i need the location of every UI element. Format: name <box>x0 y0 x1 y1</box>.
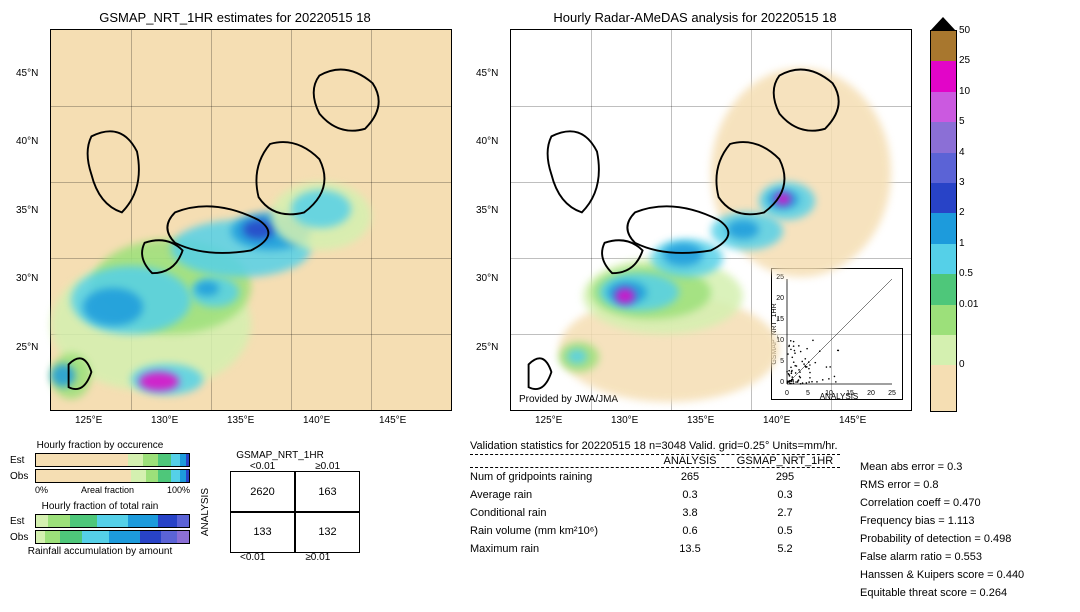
stats-row-label: Rain volume (mm km²10⁶) <box>470 525 650 537</box>
metric-row: Hanssen & Kuipers score = 0.440 <box>860 566 1024 584</box>
colorbar-arrow-icon <box>930 17 956 31</box>
ct-cell: 132 <box>295 511 360 553</box>
occ-obs-bar <box>35 469 190 483</box>
ct-title: GSMAP_NRT_1HR <box>200 450 360 461</box>
metric-row: Mean abs error = 0.3 <box>860 458 1024 476</box>
stats-row-val: 13.5 <box>650 543 730 555</box>
areal-label: Areal fraction <box>81 485 134 495</box>
radar-map-panel: Hourly Radar-AMeDAS analysis for 2022051… <box>470 10 920 430</box>
ct-row2: ≥0.01 <box>305 552 330 563</box>
col-gsmap: GSMAP_NRT_1HR <box>730 455 840 467</box>
total-title: Hourly fraction of total rain <box>10 501 190 512</box>
stats-panel: Validation statistics for 20220515 18 n=… <box>470 440 1030 610</box>
ct-ylabel: ANALYSIS <box>200 488 230 536</box>
contingency-table: GSMAP_NRT_1HR <0.01 ≥0.01 ANALYSIS 2620 1… <box>200 450 360 610</box>
est-label2: Est <box>10 516 35 527</box>
stats-row-label: Conditional rain <box>470 507 650 519</box>
stats-row-val: 3.8 <box>650 507 730 519</box>
tot-obs-bar <box>35 530 190 544</box>
fraction-bars: Hourly fraction by occurence Est Obs 0% A… <box>10 440 190 610</box>
ct-row1: <0.01 <box>240 552 265 563</box>
ct-cell: 2620 <box>230 471 295 513</box>
colorbar: 502510543210.50.010 <box>930 30 957 412</box>
col-analysis: ANALYSIS <box>650 455 730 467</box>
stats-row-val: 5.2 <box>730 543 840 555</box>
metric-row: Equitable threat score = 0.264 <box>860 584 1024 602</box>
occurrence-title: Hourly fraction by occurence <box>10 440 190 451</box>
metric-row: Probability of detection = 0.498 <box>860 530 1024 548</box>
radar-title: Hourly Radar-AMeDAS analysis for 2022051… <box>470 10 920 25</box>
radar-map: Provided by JWA/JMA 0510152025 051015202… <box>510 29 912 411</box>
accum-title: Rainfall accumulation by amount <box>10 546 190 557</box>
stats-row-val: 0.6 <box>650 525 730 537</box>
tot-est-bar <box>35 514 190 528</box>
stats-row-val: 0.3 <box>730 489 840 501</box>
colorbar-panel: 502510543210.50.010 <box>930 10 1030 430</box>
stats-row-label: Average rain <box>470 489 650 501</box>
stats-row-label: Num of gridpoints raining <box>470 471 650 483</box>
gsmap-map-panel: GSMAP_NRT_1HR estimates for 20220515 18 … <box>10 10 460 430</box>
gsmap-map: 45°N40°N35°N30°N25°N125°E130°E135°E140°E… <box>50 29 452 411</box>
metric-row: Frequency bias = 1.113 <box>860 512 1024 530</box>
ct-cell: 163 <box>295 471 360 513</box>
stats-row-val: 295 <box>730 471 840 483</box>
pct0: 0% <box>35 485 48 495</box>
stats-row-val: 2.7 <box>730 507 840 519</box>
stats-row-label: Maximum rain <box>470 543 650 555</box>
metric-row: Correlation coeff = 0.470 <box>860 494 1024 512</box>
obs-label2: Obs <box>10 532 35 543</box>
occ-est-bar <box>35 453 190 467</box>
ct-cell: 133 <box>230 511 295 553</box>
gsmap-title: GSMAP_NRT_1HR estimates for 20220515 18 <box>10 10 460 25</box>
metrics-column: Mean abs error = 0.3RMS error = 0.8Corre… <box>860 440 1024 610</box>
metric-row: False alarm ratio = 0.553 <box>860 548 1024 566</box>
stats-row-val: 0.5 <box>730 525 840 537</box>
stats-table: Validation statistics for 20220515 18 n=… <box>470 440 840 610</box>
stats-row-val: 0.3 <box>650 489 730 501</box>
obs-label: Obs <box>10 471 35 482</box>
pct100: 100% <box>167 485 190 495</box>
est-label: Est <box>10 455 35 466</box>
stats-row-val: 265 <box>650 471 730 483</box>
metric-row: RMS error = 0.8 <box>860 476 1024 494</box>
stats-header: Validation statistics for 20220515 18 n=… <box>470 440 840 452</box>
bottom-left-panel: Hourly fraction by occurence Est Obs 0% A… <box>10 440 460 610</box>
